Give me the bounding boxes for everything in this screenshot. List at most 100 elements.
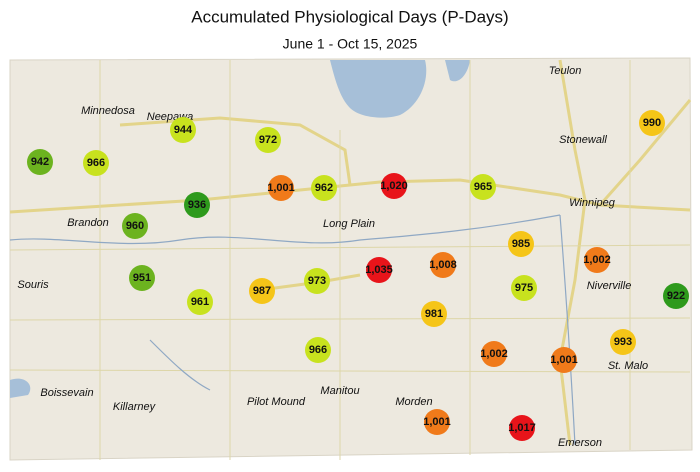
place-label: Niverville bbox=[587, 280, 632, 292]
station-value: 966 bbox=[309, 344, 327, 356]
station: 975 bbox=[511, 275, 537, 301]
station-marker bbox=[508, 231, 534, 257]
station-marker bbox=[184, 192, 210, 218]
station-value: 1,001 bbox=[550, 354, 578, 366]
place-label: Morden bbox=[395, 396, 432, 408]
station: 951 bbox=[129, 265, 155, 291]
station: 1,001 bbox=[550, 347, 578, 373]
station: 966 bbox=[305, 337, 331, 363]
place-label: Minnedosa bbox=[81, 105, 135, 117]
station: 973 bbox=[304, 268, 330, 294]
place-label: Long Plain bbox=[323, 218, 375, 230]
station-marker bbox=[424, 409, 450, 435]
station: 1,017 bbox=[508, 415, 536, 441]
station-marker bbox=[584, 247, 610, 273]
place-label: Teulon bbox=[549, 65, 582, 77]
place-label: Killarney bbox=[113, 401, 157, 413]
station: 1,035 bbox=[365, 257, 393, 283]
station: 962 bbox=[311, 175, 337, 201]
station: 1,002 bbox=[480, 341, 508, 367]
station-marker bbox=[481, 341, 507, 367]
station-marker bbox=[249, 278, 275, 304]
station-marker bbox=[268, 175, 294, 201]
station-marker bbox=[304, 268, 330, 294]
station: 942 bbox=[27, 149, 53, 175]
station-marker bbox=[663, 283, 689, 309]
place-label: Brandon bbox=[67, 217, 109, 229]
station-value: 936 bbox=[188, 199, 206, 211]
station-value: 1,035 bbox=[365, 264, 393, 276]
station: 944 bbox=[170, 117, 196, 143]
station-value: 965 bbox=[474, 181, 492, 193]
station-value: 985 bbox=[512, 238, 530, 250]
station: 1,001 bbox=[423, 409, 451, 435]
station: 922 bbox=[663, 283, 689, 309]
station-marker bbox=[122, 213, 148, 239]
station-marker bbox=[27, 149, 53, 175]
station: 1,008 bbox=[429, 252, 457, 278]
basemap bbox=[9, 57, 693, 461]
station-marker bbox=[311, 175, 337, 201]
station-marker bbox=[129, 265, 155, 291]
station-value: 951 bbox=[133, 272, 151, 284]
station-marker bbox=[187, 289, 213, 315]
station: 1,002 bbox=[583, 247, 611, 273]
station: 965 bbox=[470, 174, 496, 200]
station-value: 942 bbox=[31, 156, 49, 168]
station-value: 1,002 bbox=[583, 254, 611, 266]
station: 961 bbox=[187, 289, 213, 315]
station-marker bbox=[430, 252, 456, 278]
place-label: Pilot Mound bbox=[247, 396, 306, 408]
station-marker bbox=[509, 415, 535, 441]
station: 990 bbox=[639, 110, 665, 136]
title: Accumulated Physiological Days (P-Days) bbox=[191, 7, 508, 26]
station-marker bbox=[170, 117, 196, 143]
station-value: 1,017 bbox=[508, 422, 536, 434]
station-marker bbox=[470, 174, 496, 200]
station: 993 bbox=[610, 329, 636, 355]
station: 1,001 bbox=[267, 175, 295, 201]
station-value: 990 bbox=[643, 117, 661, 129]
place-label: Stonewall bbox=[559, 134, 607, 146]
station-value: 981 bbox=[425, 308, 443, 320]
station: 985 bbox=[508, 231, 534, 257]
station-marker bbox=[366, 257, 392, 283]
station-marker bbox=[610, 329, 636, 355]
station-value: 961 bbox=[191, 296, 209, 308]
station-value: 1,020 bbox=[380, 180, 408, 192]
station-marker bbox=[421, 301, 447, 327]
station: 966 bbox=[83, 150, 109, 176]
station: 972 bbox=[255, 127, 281, 153]
station-marker bbox=[511, 275, 537, 301]
station-value: 922 bbox=[667, 290, 685, 302]
place-label: Boissevain bbox=[40, 387, 93, 399]
station-value: 987 bbox=[253, 285, 271, 297]
station: 981 bbox=[421, 301, 447, 327]
station: 1,020 bbox=[380, 173, 408, 199]
station-marker bbox=[551, 347, 577, 373]
station-value: 975 bbox=[515, 282, 533, 294]
station-value: 993 bbox=[614, 336, 632, 348]
station-value: 1,001 bbox=[423, 416, 451, 428]
stations: 944 942 966 972 936 960 1,001 962 1,020 965 990 985… bbox=[27, 110, 689, 441]
station-value: 962 bbox=[315, 182, 333, 194]
station-marker bbox=[255, 127, 281, 153]
station-value: 972 bbox=[259, 134, 277, 146]
station-marker bbox=[381, 173, 407, 199]
station-marker bbox=[83, 150, 109, 176]
station: 960 bbox=[122, 213, 148, 239]
place-label: St. Malo bbox=[608, 360, 648, 372]
station: 936 bbox=[184, 192, 210, 218]
station-value: 960 bbox=[126, 220, 144, 232]
station: 987 bbox=[249, 278, 275, 304]
subtitle: June 1 - Oct 15, 2025 bbox=[283, 36, 418, 52]
place-label: Manitou bbox=[320, 385, 359, 397]
station-value: 1,008 bbox=[429, 259, 457, 271]
station-value: 966 bbox=[87, 157, 105, 169]
station-value: 944 bbox=[174, 124, 193, 136]
station-marker bbox=[305, 337, 331, 363]
station-value: 1,002 bbox=[480, 348, 508, 360]
station-value: 973 bbox=[308, 275, 326, 287]
place-label: Winnipeg bbox=[569, 197, 616, 209]
